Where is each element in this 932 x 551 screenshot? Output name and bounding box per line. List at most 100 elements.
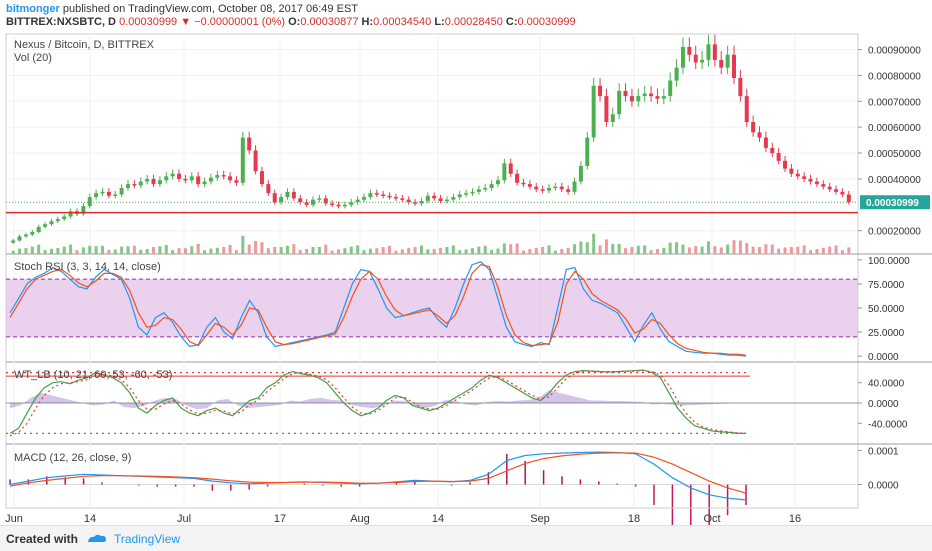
low-label: L: xyxy=(434,16,445,28)
x-tick-label: Jun xyxy=(5,513,23,525)
candle-body xyxy=(30,232,35,235)
y-tick-label: 0.00080000 xyxy=(868,71,921,82)
author-link[interactable]: bitmonger xyxy=(6,3,60,15)
candle-body xyxy=(177,173,182,179)
down-arrow-icon: ▼ xyxy=(180,16,192,28)
x-tick-label: 18 xyxy=(628,513,640,525)
candle-body xyxy=(164,176,169,181)
candle-body xyxy=(183,178,188,181)
volume-bar xyxy=(100,245,104,254)
volume-bar xyxy=(439,247,443,254)
volume-bar xyxy=(177,248,181,254)
chart-canvas[interactable]: 0.00090000 0.00080000 0.00070000 0.00060000… xyxy=(0,28,932,525)
candle-body xyxy=(674,67,679,81)
candle-body xyxy=(789,168,794,174)
candle-body xyxy=(763,137,768,148)
volume-bar xyxy=(11,250,15,254)
price-change: −0.00000001 (0%) xyxy=(194,16,286,28)
volume-bar xyxy=(566,247,570,254)
candle-body xyxy=(476,189,481,192)
tradingview-brand-link[interactable]: TradingView xyxy=(114,532,181,546)
candle-body xyxy=(534,186,539,190)
time-axis[interactable]: Jun 14 Jul 17 Aug 14 Sep 18 Oct 16 xyxy=(5,507,858,525)
volume-bar xyxy=(183,248,187,254)
volume-bar xyxy=(311,247,315,254)
volume-bar xyxy=(94,246,98,254)
volume-bar xyxy=(254,241,258,254)
candle-body xyxy=(119,188,124,195)
volume-bar xyxy=(158,246,162,254)
candle-body xyxy=(636,96,641,102)
volume-bar xyxy=(783,247,787,254)
volume-bar xyxy=(611,243,615,254)
candle-body xyxy=(731,54,736,78)
volume-bar xyxy=(273,247,277,254)
volume-bar xyxy=(770,244,774,254)
volume-bar xyxy=(451,245,455,254)
volume-bar xyxy=(809,250,813,254)
volume-bar xyxy=(758,247,762,254)
volume-bar xyxy=(152,247,156,254)
last-price-badge xyxy=(860,195,930,210)
volume-bar xyxy=(821,247,825,254)
volume-bar xyxy=(419,245,423,254)
close-value: 0.00030999 xyxy=(517,16,576,28)
ohlc-line: BITTREX:NXSBTC, D 0.00030999 ▼ −0.000000… xyxy=(6,16,576,28)
published-text: published on TradingView.com, October 08… xyxy=(62,3,358,15)
candle-body xyxy=(304,202,309,205)
wt-lb-pane[interactable]: 40.0000 0.0000 -40.0000 WT_LB (10, 21, 60, … xyxy=(6,369,908,437)
wt-lb-title: WT_LB (10, 21, 60, 53, -60, -53) xyxy=(14,369,172,381)
volume-bar xyxy=(407,247,411,254)
series-line xyxy=(9,261,747,357)
tradingview-logo-icon xyxy=(88,534,106,542)
candle-body xyxy=(840,191,845,195)
candle-body xyxy=(553,186,558,189)
y-tick-label: 0.00050000 xyxy=(868,149,921,160)
candle-body xyxy=(368,193,373,198)
volume-bar xyxy=(713,246,717,254)
volume-bar xyxy=(337,249,341,254)
candle-body xyxy=(808,178,813,182)
candle-body xyxy=(795,173,800,177)
open-value: 0.00030877 xyxy=(300,16,359,28)
volume-bar xyxy=(483,245,487,254)
volume-bar xyxy=(847,247,851,254)
volume-bar xyxy=(69,244,73,254)
stoch-rsi-pane[interactable]: 100.0000 75.0000 50.0000 25.0000 0.0000 Stoch… xyxy=(6,256,910,363)
candle-body xyxy=(342,204,347,207)
candle-body xyxy=(240,137,245,183)
candle-body xyxy=(157,180,162,185)
volume-bar xyxy=(75,250,79,254)
candle-body xyxy=(266,184,271,194)
candle-body xyxy=(776,153,781,161)
candle-body xyxy=(617,90,622,115)
candle-body xyxy=(610,114,615,122)
volume-bar xyxy=(222,247,226,254)
volume-bar xyxy=(171,250,175,254)
volume-bar xyxy=(617,243,621,254)
volume-bar xyxy=(802,245,806,254)
candle-body xyxy=(94,193,99,198)
candle-body xyxy=(215,175,220,178)
candle-body xyxy=(547,188,552,191)
candle-body xyxy=(285,191,290,198)
candle-body xyxy=(578,166,583,182)
candle-body xyxy=(425,195,430,201)
volume-bar xyxy=(828,246,832,254)
price-pane[interactable]: 0.00090000 0.00080000 0.00070000 0.00060000… xyxy=(6,34,930,254)
candle-body xyxy=(559,186,564,190)
y-tick-label: 0.00070000 xyxy=(868,97,921,108)
volume-bar xyxy=(426,249,430,254)
volume-bar xyxy=(573,244,577,254)
candle-body xyxy=(444,199,449,202)
volume-bar xyxy=(509,244,513,254)
candle-body xyxy=(661,96,666,99)
candle-body xyxy=(113,194,118,196)
candle-body xyxy=(362,197,367,200)
macd-pane[interactable]: 0.0001 0.0000 MACD (12, 26, close, 9) xyxy=(6,446,899,525)
low-value: 0.00028450 xyxy=(444,16,503,28)
volume-bar xyxy=(241,235,245,254)
candle-body xyxy=(132,184,137,186)
volume-bar xyxy=(719,247,723,254)
volume-bar xyxy=(62,246,66,254)
